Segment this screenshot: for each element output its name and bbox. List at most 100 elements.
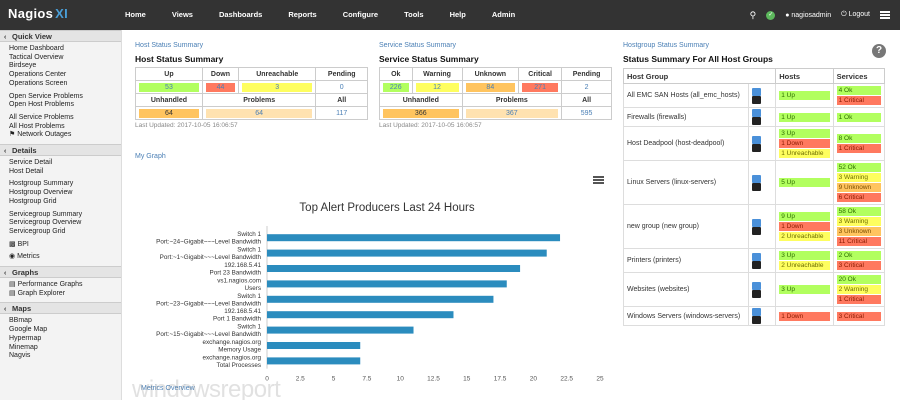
services-status-badge[interactable]: 9 Unknown [836, 183, 881, 192]
sidebar-item-nagvis[interactable]: Nagvis [9, 352, 121, 361]
nav-help[interactable]: Help [449, 10, 466, 19]
hostgroup-status-link[interactable]: Hostgroup Status Summary [623, 42, 709, 49]
sidebar-item-hostgroup-grid[interactable]: Hostgroup Grid [9, 198, 121, 207]
sidebar-item-graph-explorer[interactable]: ▤ Graph Explorer [9, 290, 121, 299]
status-count-link[interactable]: 366 [383, 108, 459, 118]
metrics-overview-link[interactable]: Metrics Overview [141, 385, 195, 392]
sidebar-item-home-dashboard[interactable]: Home Dashboard [9, 45, 121, 54]
services-status-badge[interactable]: 1 Critical [836, 295, 881, 304]
services-status-badge[interactable]: 58 Ok [836, 207, 881, 216]
sidebar-item-bbmap[interactable]: BBmap [9, 317, 121, 326]
status-detail-icon[interactable] [751, 135, 761, 144]
services-status-badge[interactable]: 20 Ok [836, 275, 881, 284]
services-status-badge[interactable]: 3 Critical [836, 311, 881, 321]
hosts-status-badge[interactable]: 1 Up [779, 112, 830, 122]
status-ok-icon[interactable]: ✓ [766, 10, 776, 20]
chart-menu-icon[interactable] [593, 176, 604, 184]
sidebar-item-hostgroup-summary[interactable]: Hostgroup Summary [9, 180, 121, 189]
services-status-badge[interactable]: 11 Critical [836, 237, 881, 246]
hosts-status-badge[interactable]: 3 Up [779, 251, 830, 260]
sidebar-section-details[interactable]: ‹ Details [0, 144, 121, 157]
sidebar-item-operations-screen[interactable]: Operations Screen [9, 80, 121, 89]
services-status-badge[interactable]: 1 Ok [836, 112, 881, 122]
hosts-status-badge[interactable]: 5 Up [779, 178, 830, 187]
status-detail-icon[interactable] [751, 252, 761, 261]
status-count-link[interactable]: 44 [205, 82, 236, 92]
sidebar-item-open-service-problems[interactable]: Open Service Problems [9, 93, 121, 102]
hosts-status-badge[interactable]: 3 Up [779, 129, 830, 138]
nav-admin[interactable]: Admin [491, 10, 516, 19]
sidebar-item-servicegroup-summary[interactable]: Servicegroup Summary [9, 211, 121, 220]
nav-views[interactable]: Views [171, 10, 193, 19]
host-detail-icon[interactable] [751, 226, 761, 235]
services-status-badge[interactable]: 2 Warning [836, 285, 881, 294]
status-count-link[interactable]: 271 [522, 82, 559, 92]
sidebar-item-open-host-problems[interactable]: Open Host Problems [9, 101, 121, 110]
status-count-link[interactable]: 117 [319, 108, 364, 118]
status-count-link[interactable]: 84 [465, 82, 516, 92]
sidebar-item-hypermap[interactable]: Hypermap [9, 335, 121, 344]
search-icon[interactable]: ⚲ [749, 9, 757, 20]
help-icon[interactable]: ? [872, 44, 886, 58]
sidebar-item-all-service-problems[interactable]: All Service Problems [9, 114, 121, 123]
services-status-badge[interactable]: 3 Warning [836, 217, 881, 226]
services-status-badge[interactable]: 1 Critical [836, 144, 881, 153]
nav-home[interactable]: Home [125, 10, 146, 19]
hosts-status-badge[interactable]: 1 Unreachable [779, 149, 830, 158]
services-status-badge[interactable]: 1 Critical [836, 96, 881, 105]
sidebar-item-all-host-problems[interactable]: All Host Problems [9, 123, 121, 132]
status-detail-icon[interactable] [751, 281, 761, 290]
user-menu[interactable]: ● nagiosadmin [785, 11, 832, 19]
nav-dashboards[interactable]: Dashboards [218, 10, 263, 19]
status-count-link[interactable]: 64 [139, 108, 199, 118]
status-detail-icon[interactable] [751, 87, 761, 96]
status-count-link[interactable]: 226 [383, 82, 409, 92]
sidebar-item-performance-graphs[interactable]: ▤ Performance Graphs [9, 281, 121, 290]
host-detail-icon[interactable] [751, 95, 761, 104]
status-count-link[interactable]: 53 [139, 82, 199, 92]
host-detail-icon[interactable] [751, 260, 761, 269]
sidebar-item-tactical-overview[interactable]: Tactical Overview [9, 54, 121, 63]
status-detail-icon[interactable] [751, 109, 761, 117]
hosts-status-badge[interactable]: 1 Down [779, 222, 830, 231]
status-count-link[interactable]: 595 [565, 108, 608, 118]
sidebar-section-graphs[interactable]: ‹ Graphs [0, 266, 121, 279]
sidebar-item-minemap[interactable]: Minemap [9, 344, 121, 353]
hamburger-menu-icon[interactable] [880, 11, 890, 19]
sidebar-item-service-detail[interactable]: Service Detail [9, 159, 121, 168]
nagios-logo[interactable]: Nagios XI [8, 6, 69, 21]
hosts-status-badge[interactable]: 1 Down [779, 139, 830, 148]
status-count-link[interactable]: 0 [319, 82, 364, 92]
services-status-badge[interactable]: 3 Unknown [836, 227, 881, 236]
sidebar-item-hostgroup-overview[interactable]: Hostgroup Overview [9, 189, 121, 198]
host-detail-icon[interactable] [751, 182, 761, 191]
services-status-badge[interactable]: 4 Ok [836, 86, 881, 95]
services-status-badge[interactable]: 8 Ok [836, 134, 881, 143]
sidebar-item-servicegroup-overview[interactable]: Servicegroup Overview [9, 219, 121, 228]
host-detail-icon[interactable] [751, 289, 761, 298]
host-detail-icon[interactable] [751, 117, 761, 125]
status-detail-icon[interactable] [751, 174, 761, 183]
status-count-link[interactable]: 367 [465, 108, 559, 118]
hosts-status-badge[interactable]: 1 Up [779, 91, 830, 100]
sidebar-item-servicegroup-grid[interactable]: Servicegroup Grid [9, 228, 121, 237]
sidebar-item-birdseye[interactable]: Birdseye [9, 62, 121, 71]
nav-tools[interactable]: Tools [404, 10, 424, 19]
status-count-link[interactable]: 12 [415, 82, 459, 92]
services-status-badge[interactable]: 3 Critical [836, 261, 881, 270]
status-count-link[interactable]: 3 [242, 82, 313, 92]
sidebar-item-bpi[interactable]: ▩ BPI [9, 241, 121, 250]
nav-reports[interactable]: Reports [288, 10, 317, 19]
hosts-status-badge[interactable]: 1 Down [779, 311, 830, 321]
services-status-badge[interactable]: 6 Critical [836, 193, 881, 202]
services-status-badge[interactable]: 2 Ok [836, 251, 881, 260]
host-status-link[interactable]: Host Status Summary [135, 42, 204, 49]
sidebar-section-quick-view[interactable]: ‹ Quick View [0, 30, 121, 42]
host-detail-icon[interactable] [751, 316, 761, 324]
hosts-status-badge[interactable]: 2 Unreachable [779, 261, 830, 270]
status-detail-icon[interactable] [751, 218, 761, 227]
status-detail-icon[interactable] [751, 308, 761, 316]
my-graph-link[interactable]: My Graph [135, 153, 166, 160]
nav-configure[interactable]: Configure [342, 10, 379, 19]
status-count-link[interactable]: 2 [565, 82, 608, 92]
